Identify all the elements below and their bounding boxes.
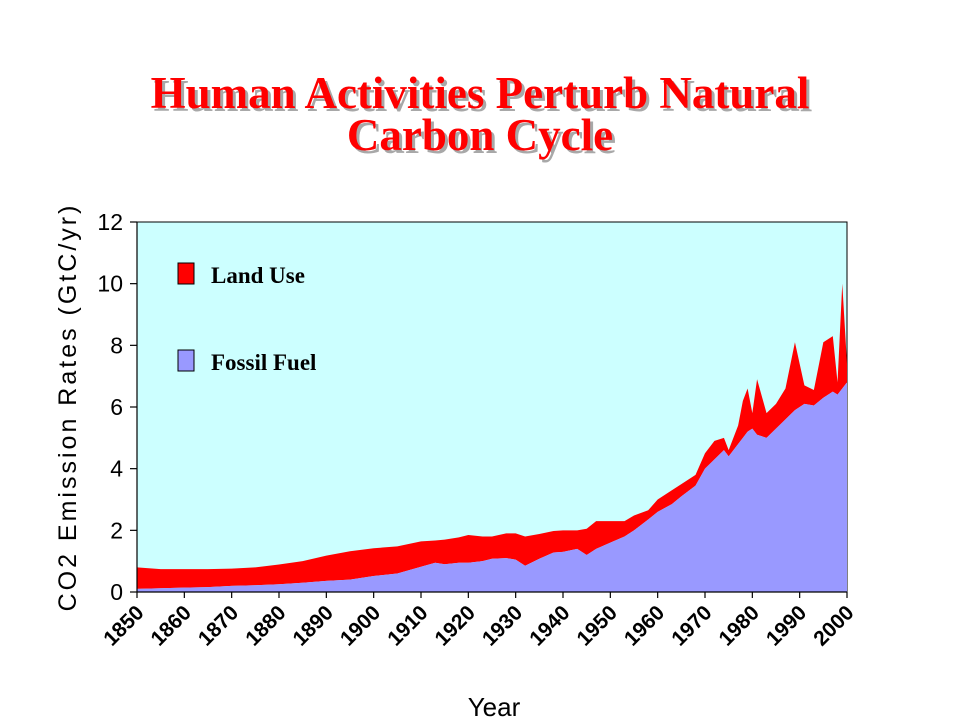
x-tick-label: 1870 bbox=[194, 601, 243, 650]
x-tick-label: 1850 bbox=[99, 601, 148, 650]
x-tick-label: 1880 bbox=[241, 601, 290, 650]
x-tick-label: 1960 bbox=[620, 601, 669, 650]
y-tick-label: 0 bbox=[110, 579, 123, 605]
legend-label-land-use: Land Use bbox=[211, 263, 305, 288]
y-tick-label: 4 bbox=[110, 456, 123, 482]
y-tick-label: 12 bbox=[97, 209, 123, 235]
x-tick-label: 2000 bbox=[809, 601, 858, 650]
x-tick-label: 1980 bbox=[715, 601, 764, 650]
y-tick-label: 6 bbox=[110, 394, 123, 420]
x-tick-label: 1900 bbox=[336, 601, 385, 650]
x-tick-label: 1920 bbox=[431, 601, 480, 650]
legend: Land Use Fossil Fuel bbox=[177, 262, 316, 375]
x-tick-label: 1990 bbox=[762, 601, 811, 650]
x-tick-label: 1940 bbox=[525, 601, 574, 650]
x-tick-label: 1860 bbox=[147, 601, 196, 650]
slide-title-line-1: Human Activities Perturb Natural bbox=[150, 68, 810, 118]
slide-title-line-2: Carbon Cycle bbox=[346, 110, 614, 160]
slide-title: Human Activities Perturb Natural Carbon … bbox=[0, 68, 960, 160]
y-axis-label: CO2 Emission Rates (GtC/yr) bbox=[54, 203, 82, 612]
x-tick-label: 1910 bbox=[383, 601, 432, 650]
y-tick-label: 8 bbox=[110, 332, 123, 358]
legend-swatch-fossil-fuel bbox=[177, 349, 195, 372]
x-tick-group: 1850186018701880189019001910192019301940… bbox=[99, 592, 859, 651]
x-axis-label: Year bbox=[468, 692, 521, 720]
y-tick-label: 2 bbox=[110, 517, 123, 543]
x-tick-label: 1930 bbox=[478, 601, 527, 650]
x-tick-label: 1970 bbox=[667, 601, 716, 650]
legend-swatch-land-use bbox=[177, 262, 195, 285]
x-tick-label: 1890 bbox=[289, 601, 338, 650]
area-fossil-fuel bbox=[137, 382, 847, 592]
y-tick-group: 0 2 4 6 8 10 12 bbox=[97, 209, 137, 605]
area-series-group bbox=[137, 283, 847, 592]
legend-label-fossil-fuel: Fossil Fuel bbox=[211, 350, 316, 375]
y-tick-label: 10 bbox=[97, 271, 123, 297]
x-tick-label: 1950 bbox=[573, 601, 622, 650]
